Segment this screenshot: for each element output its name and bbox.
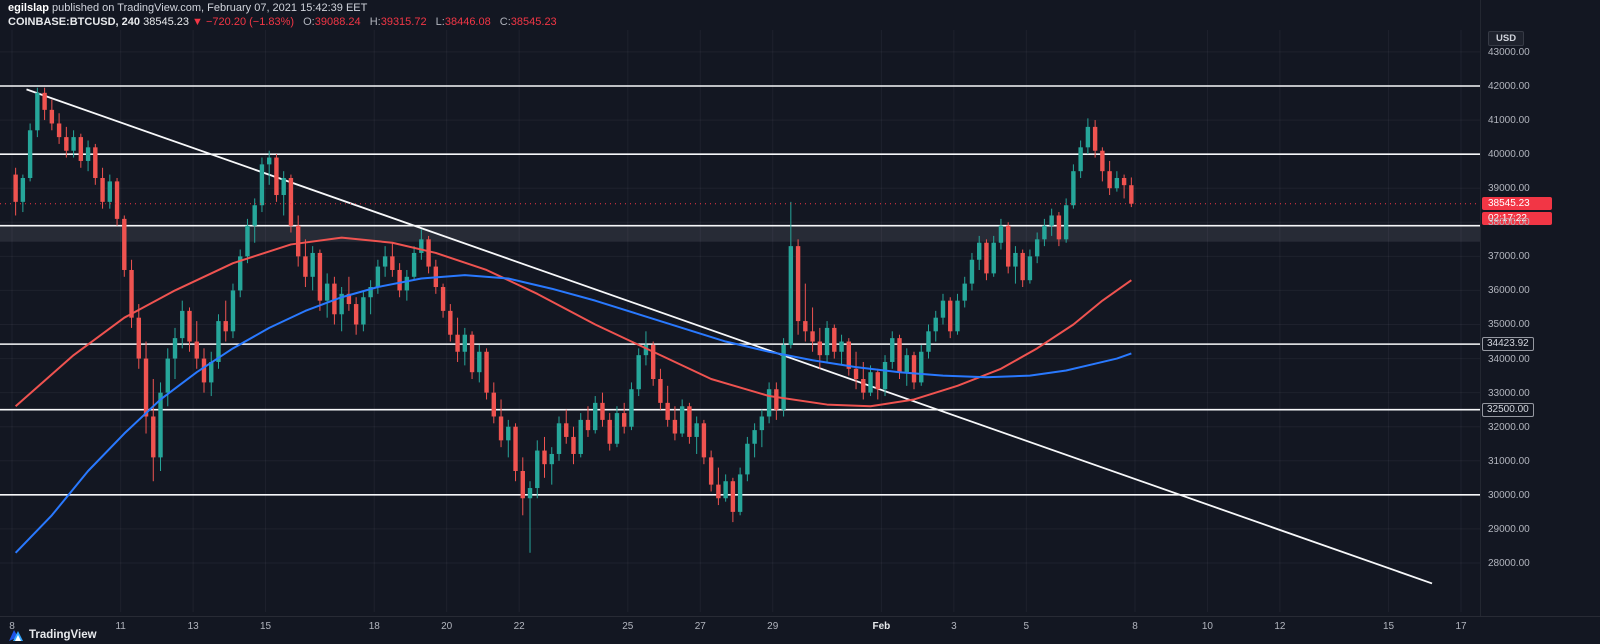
- price-tick-label: 38000.00: [1488, 217, 1530, 229]
- close-label: C:: [499, 16, 511, 28]
- ma-fast-line[interactable]: [14, 236, 1132, 408]
- low-label: L:: [435, 16, 445, 28]
- price-tick-label: 35000.00: [1488, 319, 1530, 331]
- last-price-badge: 38545.23: [1482, 196, 1552, 210]
- price-tick-label: 39000.00: [1488, 183, 1530, 195]
- time-axis-label: 25: [622, 621, 634, 632]
- price-tick-label: 43000.00: [1488, 46, 1530, 58]
- author-name: egilslap: [8, 2, 49, 14]
- price-tick-label: 31000.00: [1488, 455, 1530, 467]
- symbol-name: COINBASE:BTCUSD, 240: [8, 16, 141, 28]
- candlestick-series: [13, 87, 1134, 553]
- bar-countdown-badge: 02:17:22: [1482, 211, 1552, 225]
- time-axis-label: 13: [187, 621, 199, 632]
- level-price-label: 32500.00: [1482, 402, 1534, 417]
- price-tick-label: 29000.00: [1488, 523, 1530, 535]
- price-tick-label: 32000.00: [1488, 421, 1530, 433]
- price-tick-label: 40000.00: [1488, 149, 1530, 161]
- time-axis-label: 22: [513, 621, 525, 632]
- attribution-text: published on TradingView.com, February 0…: [48, 2, 368, 14]
- close-value: 38545.23: [510, 16, 557, 28]
- price-tick-label: 30000.00: [1488, 489, 1530, 501]
- time-axis-label: 15: [260, 621, 272, 632]
- time-axis-label: 3: [951, 621, 957, 632]
- tradingview-logo-icon: [9, 630, 23, 641]
- time-axis-label: 18: [368, 621, 380, 632]
- resistance-zone[interactable]: [0, 225, 1480, 242]
- open-value: 39088.24: [314, 16, 361, 28]
- currency-label[interactable]: USD: [1488, 31, 1525, 46]
- price-change: ▼ −720.20 (−1.83%): [192, 16, 295, 28]
- time-axis-label: 8: [9, 621, 15, 632]
- price-tick-label: 28000.00: [1488, 557, 1530, 569]
- time-axis-label: 29: [767, 621, 779, 632]
- time-axis-label: 12: [1274, 621, 1286, 632]
- time-axis[interactable]: TradingView 8 11 13 15 18 20 22 25 27 29 Feb 3 5 8 10 1…: [0, 616, 1600, 644]
- attribution-line[interactable]: egilslap published on TradingView.com, F…: [8, 2, 367, 14]
- price-tick-label: 33000.00: [1488, 387, 1530, 399]
- high-label: H:: [369, 16, 381, 28]
- open-label: O:: [303, 16, 315, 28]
- level-price-label: 34423.92: [1482, 337, 1534, 352]
- price-tick-label: 41000.00: [1488, 115, 1530, 127]
- price-tick-label: 34000.00: [1488, 353, 1530, 365]
- grid-lines: [0, 30, 1480, 612]
- symbol-line[interactable]: COINBASE:BTCUSD, 240 38545.23 ▼ −720.20 …: [8, 16, 557, 28]
- time-axis-label: 20: [441, 621, 453, 632]
- price-tick-label: 37000.00: [1488, 251, 1530, 263]
- time-axis-label: 15: [1382, 621, 1395, 632]
- low-value: 38446.08: [444, 16, 491, 28]
- tradingview-logo-text: TradingView: [29, 629, 97, 641]
- time-axis-label: Feb: [872, 621, 891, 632]
- time-axis-label: 5: [1023, 621, 1030, 632]
- time-axis-label: 17: [1455, 621, 1467, 632]
- price-tick-label: 42000.00: [1488, 81, 1530, 92]
- time-axis-label: 11: [115, 621, 126, 632]
- time-axis-label: 27: [694, 621, 706, 632]
- price-tick-label: 36000.00: [1488, 285, 1530, 297]
- time-axis-label: 10: [1201, 621, 1213, 632]
- descending-trendline[interactable]: [26, 88, 1433, 585]
- ma-slow-line[interactable]: [14, 274, 1132, 554]
- tradingview-logo[interactable]: TradingView: [8, 628, 97, 642]
- price-axis[interactable]: USD 38545.23 02:17:22 43000.00 42000.00 41…: [1480, 0, 1600, 616]
- last-price-value: 38545.23: [143, 16, 189, 28]
- high-value: 39315.72: [380, 16, 427, 28]
- time-axis-label: 8: [1132, 621, 1138, 632]
